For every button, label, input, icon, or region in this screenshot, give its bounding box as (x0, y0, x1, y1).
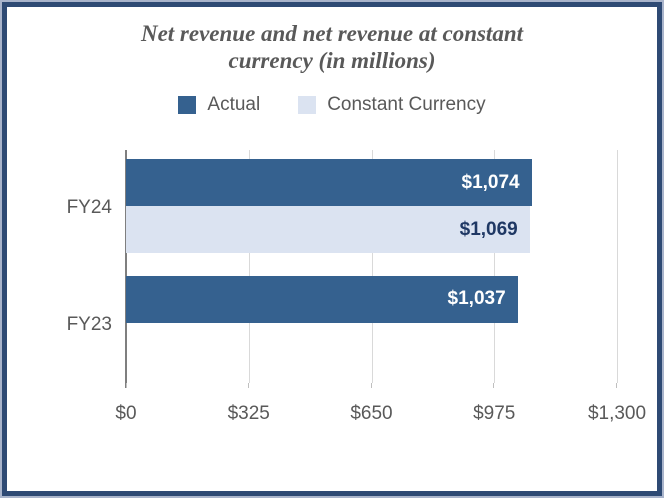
legend-label-constant-currency: Constant Currency (327, 94, 486, 115)
x-tick-label: $325 (227, 403, 270, 424)
gridline (494, 150, 496, 383)
bar-data-label: $1,069 (459, 218, 518, 240)
axis-tick (247, 383, 249, 388)
gridline (371, 150, 373, 383)
legend-label-actual: Actual (207, 94, 261, 115)
axis-tick (126, 383, 127, 388)
x-tick-label: $1,300 (587, 403, 647, 424)
bar-fy23-actual: $1,037 (126, 275, 518, 323)
bar-fy24-actual: $1,074 (126, 159, 532, 206)
bar-data-label: $1,037 (447, 288, 506, 309)
legend-swatch-actual-icon (178, 96, 197, 114)
y-axis-line (125, 150, 127, 388)
category-label-fy24: FY24 (66, 197, 112, 219)
x-tick-label: $650 (350, 403, 393, 424)
chart-title: Net revenue and net revenue at constant … (0, 20, 664, 74)
category-label-fy23: FY23 (66, 313, 112, 335)
bar-data-label: $1,074 (461, 171, 520, 193)
gridline (248, 150, 250, 383)
axis-tick (370, 383, 372, 388)
gridline (617, 150, 618, 383)
legend-item-actual: Actual (178, 94, 260, 116)
legend-swatch-constant-currency-icon (298, 96, 317, 114)
x-tick-label: $975 (473, 403, 516, 424)
axis-tick (493, 383, 495, 388)
x-tick-label: $0 (115, 403, 137, 424)
legend: Actual Constant Currency (0, 92, 664, 118)
legend-item-constant-currency: Constant Currency (298, 94, 486, 116)
axis-tick (616, 383, 617, 388)
bar-fy24-constant-currency: $1,069 (126, 206, 530, 253)
plot-area: $1,074 $1,069 $1,037 (125, 150, 618, 388)
chart-title-text: Net revenue and net revenue at constant … (140, 21, 524, 73)
